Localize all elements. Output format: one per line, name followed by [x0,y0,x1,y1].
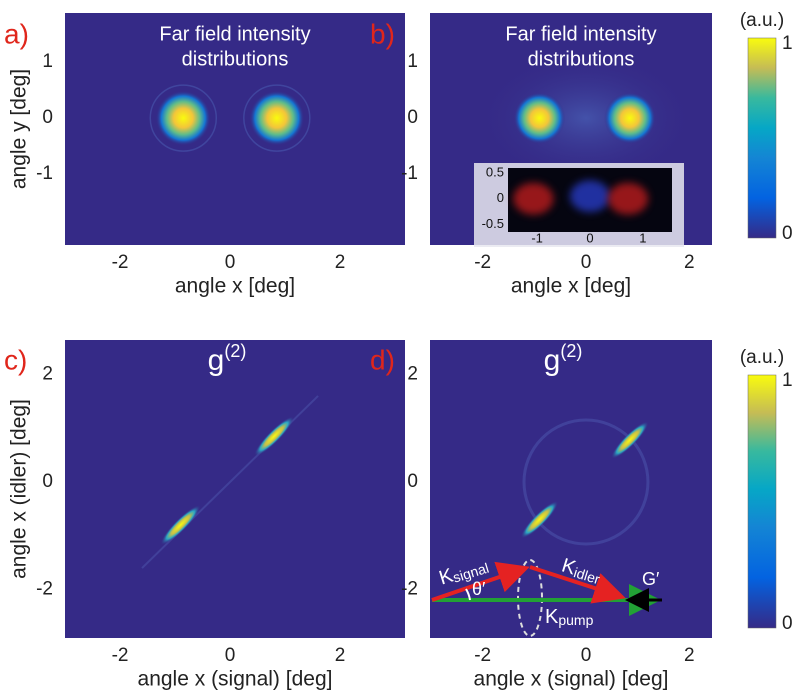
panel-label: a) [4,18,29,49]
y-tick-label: 1 [407,51,418,72]
panel: -2 0 2 2 0 -2 angle x (signal) [deg] angle x (i… [4,340,405,691]
x-tick-label: 0 [225,252,236,273]
x-tick-label: 0 [225,645,236,666]
x-axis-label: angle x [deg] [175,275,295,298]
x-tick-label: 2 [684,645,695,666]
x-tick-label: 2 [684,252,695,273]
colorbar-tick-label: 0 [782,613,793,634]
inset-x-tick-label: 0 [586,230,593,245]
colorbar [748,38,776,238]
plots: -2 0 2 1 0 -1 angle x [deg] angle y [deg] a) Far … [4,10,793,691]
spot [604,92,656,144]
inset-x-tick-label: 1 [639,230,646,245]
title-main: g [544,344,561,377]
panel-label: b) [370,18,395,49]
annotation-main: G′ [642,569,660,589]
y-tick-label: 2 [407,363,418,384]
inset-spot [513,183,553,215]
panel-title: distributions [182,48,289,70]
x-tick-label: -2 [474,252,491,273]
panel-label: d) [370,344,395,375]
panel-title: Far field intensity [505,23,656,45]
figure: -2 0 2 1 0 -1 angle x [deg] angle y [deg] a) Far … [0,0,800,693]
annotation-main: θ′ [472,579,486,599]
x-tick-label: -2 [474,645,491,666]
title-sup: (2) [560,341,582,361]
y-tick-label: 0 [42,107,53,128]
y-tick-label: 0 [407,471,418,492]
y-tick-label: 0 [407,107,418,128]
title-sup: (2) [224,341,246,361]
x-axis-label: angle x (signal) [deg] [138,668,333,691]
x-tick-label: 2 [335,252,346,273]
y-axis-label: angle y [deg] [8,69,31,189]
x-tick-label: 2 [335,645,346,666]
spot [514,92,566,144]
y-tick-label: -2 [401,579,418,600]
panel-title: distributions [528,48,635,70]
spot [156,91,211,146]
inset-spot [570,180,610,212]
annotation: θ′ [472,579,486,599]
y-tick-label: -1 [36,163,53,184]
x-tick-label: -2 [112,645,129,666]
y-axis-label: angle x (idler) [deg] [8,399,31,579]
panel: -2 0 2 1 0 -1 angle x [deg] b) Far field intensi… [370,10,793,298]
inset-spot [608,183,648,215]
inset-y-tick-label: -0.5 [482,216,504,231]
spot [249,91,304,146]
annotation-sub: pump [558,612,593,628]
y-tick-label: 0 [42,471,53,492]
panel: -2 0 2 1 0 -1 angle x [deg] angle y [deg] a) Far … [4,13,405,298]
colorbar-tick-label: 0 [782,223,793,244]
inset-x-tick-label: -1 [531,230,543,245]
inset-y-tick-label: 0 [497,190,504,205]
colorbar-tick-label: 1 [782,370,793,391]
x-axis-label: angle x [deg] [511,275,631,298]
colorbar [748,375,776,628]
y-tick-label: 2 [42,363,53,384]
x-tick-label: 0 [581,645,592,666]
plot-area [65,340,405,638]
y-tick-label: 1 [42,51,53,72]
x-tick-label: 0 [581,252,592,273]
x-tick-label: -2 [112,252,129,273]
annotation: G′ [642,569,660,589]
x-axis-label: angle x (signal) [deg] [474,668,669,691]
panel-title: Far field intensity [159,23,310,45]
y-tick-label: -1 [401,163,418,184]
colorbar-label: (a.u.) [740,10,784,31]
inset-y-tick-label: 0.5 [486,165,504,180]
colorbar-tick-label: 1 [782,33,793,54]
annotation-main: K [545,606,559,628]
title-main: g [208,344,225,377]
y-tick-label: -2 [36,579,53,600]
colorbar-label: (a.u.) [740,347,784,368]
panel-label: c) [4,344,27,375]
